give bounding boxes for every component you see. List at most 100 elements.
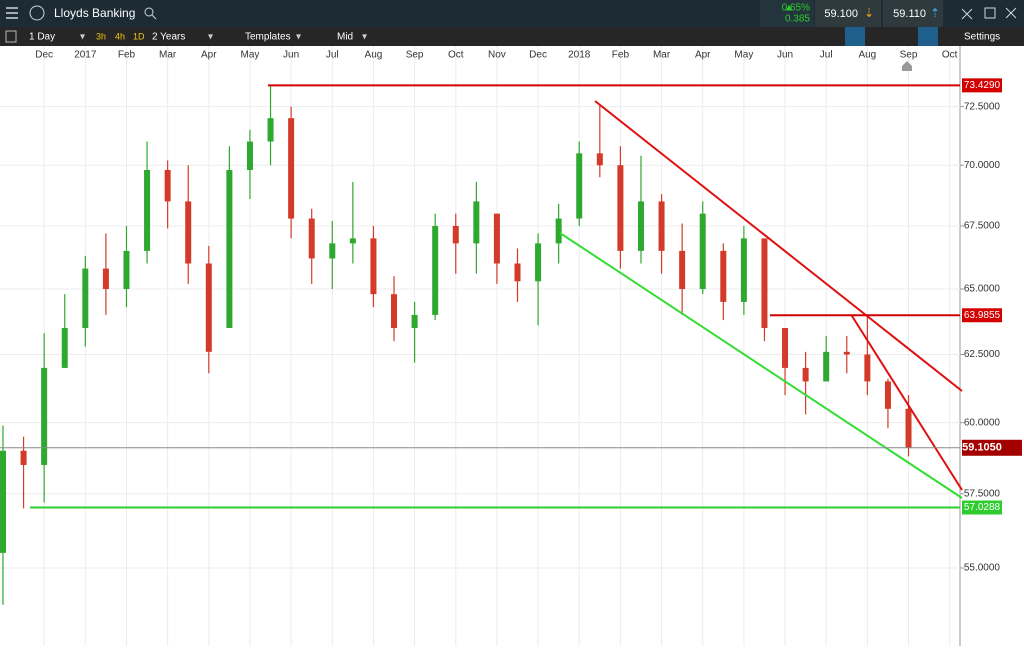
search-icon[interactable] xyxy=(144,7,157,20)
candle-body xyxy=(864,354,871,382)
x-tick-label: Mar xyxy=(653,50,671,61)
candle-body xyxy=(123,250,130,289)
candle-body xyxy=(576,153,583,219)
level-tag xyxy=(962,78,1002,93)
toolbar xyxy=(0,27,1024,46)
active-tool[interactable] xyxy=(845,27,865,46)
candle-body xyxy=(884,381,891,409)
candle-body xyxy=(370,238,377,295)
candle-body xyxy=(102,268,109,289)
candle-body xyxy=(61,327,68,368)
y-tick-label: 72.5000 xyxy=(964,101,1001,112)
interval-select[interactable]: 1 Day xyxy=(29,32,55,43)
range-select[interactable]: 2 Years xyxy=(152,32,185,43)
candle-body xyxy=(41,367,48,465)
menu-icon[interactable] xyxy=(6,7,18,19)
candle-body xyxy=(185,201,192,264)
plot: 55.0000 57.5000 60.0000 62.5000 65.0000 67.50… xyxy=(0,46,1000,646)
x-tick-label: Dec xyxy=(529,50,547,61)
candle-body xyxy=(473,201,480,244)
candle-body xyxy=(761,238,768,328)
candle-body xyxy=(782,327,789,368)
dropdown-arrow: ▾ xyxy=(362,32,367,43)
candle-body xyxy=(288,118,295,219)
active-tool[interactable] xyxy=(918,27,938,46)
candle-body xyxy=(164,170,171,202)
x-tick-label: Dec xyxy=(35,50,53,61)
trend-line xyxy=(594,100,963,392)
candle-body xyxy=(535,243,542,282)
sell-price: 59.100 xyxy=(824,8,858,20)
candle-body xyxy=(555,218,562,244)
level-tag xyxy=(962,500,1002,515)
trend-line xyxy=(851,315,963,491)
candle-body xyxy=(514,263,521,282)
y-tick-label: 70.0000 xyxy=(964,160,1001,171)
candle-body xyxy=(308,218,315,259)
sell-arrow: ⇣ xyxy=(864,6,874,20)
candle-body xyxy=(246,141,253,171)
candle-body xyxy=(20,450,27,465)
trend-line xyxy=(559,232,963,499)
buy-button[interactable] xyxy=(883,0,943,27)
current-price-label: 59.1050 xyxy=(962,442,1002,454)
candle-body xyxy=(905,408,912,448)
level-tag xyxy=(962,308,1002,323)
x-tick-label: Feb xyxy=(612,50,630,61)
x-tick-label: Oct xyxy=(942,50,958,61)
candle-body xyxy=(679,250,686,289)
candle-body xyxy=(823,351,830,382)
candle-body xyxy=(658,201,665,251)
change-value: 0.385 xyxy=(785,14,810,25)
candle-body xyxy=(411,314,418,328)
change-percent: 0.65% xyxy=(782,3,810,14)
x-tick-label: Aug xyxy=(365,50,383,61)
candle-body xyxy=(720,250,727,302)
candle-body xyxy=(740,238,747,302)
candle-body xyxy=(637,201,644,251)
y-tick-label: 60.0000 xyxy=(964,417,1001,428)
buy-arrow: ⇡ xyxy=(930,6,940,20)
x-tick-label: Apr xyxy=(201,50,217,61)
candle-body xyxy=(802,367,809,382)
level-label: 73.4290 xyxy=(964,80,1001,91)
settings-button[interactable]: Settings xyxy=(964,32,1000,43)
candle-body xyxy=(493,213,500,264)
info-icon[interactable] xyxy=(29,5,45,21)
x-tick-label: Oct xyxy=(448,50,464,61)
x-tick-label: 2018 xyxy=(568,50,591,61)
panel-icon[interactable] xyxy=(5,30,17,43)
candle-body xyxy=(617,165,624,251)
change-box xyxy=(760,0,814,27)
price-type-select[interactable]: Mid xyxy=(337,32,353,43)
candle-body xyxy=(349,238,356,244)
quick-interval[interactable]: 4h xyxy=(115,31,125,41)
templates-button[interactable]: Templates xyxy=(245,32,291,43)
x-tick-label: May xyxy=(241,50,260,61)
event-marker[interactable] xyxy=(902,61,912,71)
candle-body xyxy=(144,170,151,251)
x-tick-label: Sep xyxy=(900,50,918,61)
window-controls[interactable] xyxy=(961,7,1017,20)
y-tick-label: 57.5000 xyxy=(964,488,1001,499)
quick-interval[interactable]: 1D xyxy=(133,31,145,41)
sell-button[interactable] xyxy=(815,0,881,27)
candle-body xyxy=(596,153,603,166)
candle-body xyxy=(267,118,274,142)
candle-body xyxy=(391,294,398,328)
x-tick-label: Nov xyxy=(488,50,506,61)
candle-body xyxy=(699,213,706,289)
x-tick-label: Mar xyxy=(159,50,177,61)
candle-body xyxy=(226,170,233,328)
x-tick-label: Sep xyxy=(406,50,424,61)
candle-body xyxy=(329,243,336,259)
x-tick-label: Jun xyxy=(777,50,793,61)
dropdown-arrow: ▾ xyxy=(296,32,301,43)
y-tick-label: 65.0000 xyxy=(964,284,1001,295)
dropdown-arrow: ▾ xyxy=(208,32,213,43)
x-tick-label: Apr xyxy=(695,50,711,61)
quick-interval[interactable]: 3h xyxy=(96,31,106,41)
dropdown-arrow: ▾ xyxy=(80,32,85,43)
